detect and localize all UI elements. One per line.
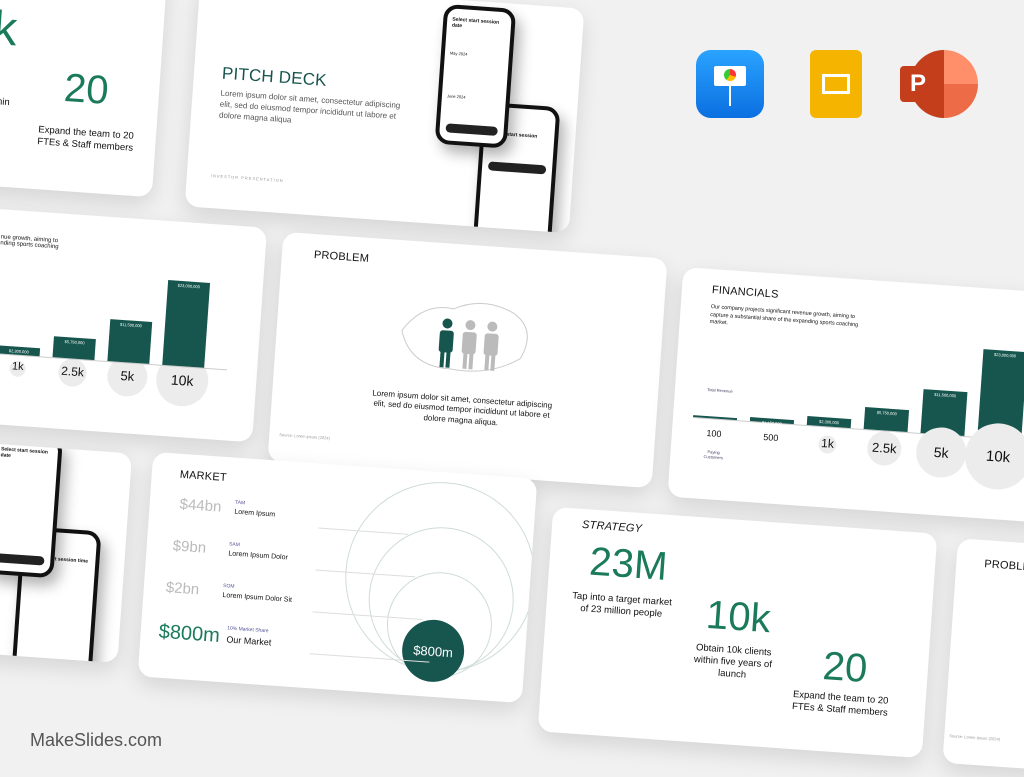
problem-title: PROBLEM xyxy=(313,249,370,265)
keynote-icon xyxy=(696,50,764,118)
problem-title: PROBLEM xyxy=(983,558,1024,575)
stat-value: 23M xyxy=(588,539,669,589)
pitch-title: PITCH DECK xyxy=(221,63,328,90)
revenue-bar: $2,300,000 xyxy=(806,416,852,429)
chart-bar: $11,500,000 xyxy=(107,318,153,364)
time-slot xyxy=(487,161,547,175)
customers-label: Paying Customers xyxy=(703,449,724,461)
brand-label: MakeSlides.com xyxy=(30,730,163,750)
slide-financials[interactable]: FINANCIALS Our company projects signific… xyxy=(667,267,1024,523)
stat-value: 10k xyxy=(704,592,773,642)
pitch-body: Lorem ipsum dolor sit amet, consectetur … xyxy=(218,88,401,125)
slide-chart-partial[interactable]: nue growth, aiming to nding sports coach… xyxy=(0,202,268,443)
market-name: Lorem Ipsum xyxy=(234,508,276,519)
customer-label: 5k xyxy=(933,443,950,461)
market-tag: SOM xyxy=(222,583,235,590)
customer-label: 2.5k xyxy=(60,363,85,380)
customer-label: 100 xyxy=(706,428,722,440)
customer-label: 1k xyxy=(11,360,24,374)
stat-big: k xyxy=(0,1,19,57)
market-title: MARKET xyxy=(179,468,228,485)
person-icon xyxy=(461,320,477,370)
market-value: $44bn xyxy=(179,495,222,516)
customer-label: 10k xyxy=(170,371,195,390)
phone-calendar: Select start session date May 2024 June … xyxy=(434,3,517,149)
chart-bar: $2,300,000 xyxy=(0,344,41,357)
market-value: $800m xyxy=(158,620,221,647)
stat-text: Expand the team to 20 FTEs & Staff membe… xyxy=(791,689,889,719)
revenue-bar: $1,150,000 xyxy=(749,416,795,426)
phone-title: Select start session date xyxy=(451,16,500,30)
problem-body: Lorem ipsum dolor sit amet, consectetur … xyxy=(372,388,553,428)
market-value: $9bn xyxy=(172,537,207,557)
person-icon xyxy=(438,318,454,368)
revenue-bar: $230,000 xyxy=(693,415,738,424)
slide-strategy[interactable]: STRATEGY 23M Tap into a target market of… xyxy=(537,506,938,759)
phone-title: Select start session date xyxy=(0,446,49,459)
market-name: Our Market xyxy=(226,634,272,648)
customer-label: 500 xyxy=(762,432,779,444)
google-slides-icon xyxy=(810,50,862,118)
map-people-illustration xyxy=(401,302,528,372)
stat-text: Obtain 10k clients within five years of … xyxy=(693,642,773,681)
problem-source: Source: Lorem Ipsum (2024) xyxy=(949,733,1001,742)
slide-problem-partial[interactable]: PROBLEM Source: Lorem Ipsum (2024) xyxy=(942,538,1024,777)
chart-bar: $5,750,000 xyxy=(52,335,96,361)
month-label: June 2024 xyxy=(446,93,466,100)
chart-text: nue growth, aiming to nding sports coach… xyxy=(0,234,59,251)
problem-source: Source: Lorem ipsum (2024) xyxy=(279,432,331,441)
phone-calendar: Select start session date xyxy=(0,437,63,579)
customer-label: 2.5k xyxy=(871,439,898,457)
stat-text: Tap into a target market of 23 million p… xyxy=(571,590,673,620)
strategy-title: STRATEGY xyxy=(581,518,643,536)
slide-market[interactable]: MARKET $800m $44bn TAM Lorem Ipsum $9bn SAM L… xyxy=(137,451,538,704)
customer-label: 10k xyxy=(985,447,1011,467)
powerpoint-icon: P xyxy=(900,50,978,118)
person-icon xyxy=(483,321,499,371)
stat3-value: 20 xyxy=(62,65,111,113)
pitch-footer: INVESTOR PRESENTATION xyxy=(210,173,284,184)
next-button xyxy=(445,123,498,136)
month-label: May 2024 xyxy=(449,50,468,57)
market-tag: TAM xyxy=(234,499,246,507)
chart-area: $2,300,000 1k $5,750,000 2.5k $11,500,000 5k $… xyxy=(0,259,234,409)
customer-label: 5k xyxy=(120,367,135,384)
market-tag: SAM xyxy=(228,541,241,549)
stat-text: s within nch xyxy=(0,95,11,109)
financials-title: FINANCIALS xyxy=(711,284,779,301)
market-name: Lorem Ipsum Dolor xyxy=(228,550,289,562)
slide-problem[interactable]: PROBLEM Lorem ipsum dolor sit amet, cons… xyxy=(267,231,668,489)
market-name: Lorem Ipsum Dolor Sit xyxy=(222,592,293,604)
revenue-bar: $5,750,000 xyxy=(863,407,910,433)
next-button xyxy=(0,553,45,566)
slide-strategy-partial[interactable]: k s within nch 20 Expand the team to 20 … xyxy=(0,0,168,198)
market-value: $2bn xyxy=(165,579,200,599)
chart-bar: $23,000,000 xyxy=(162,280,211,368)
market-tag: 10% Market Share xyxy=(226,625,269,635)
slide-pitch-deck[interactable]: PITCH DECK Lorem ipsum dolor sit amet, c… xyxy=(184,0,585,234)
financials-chart: $230,000 100 $1,150,000 500 $2,300,000 1k $5,7… xyxy=(692,323,1024,492)
stat-value: 20 xyxy=(821,644,869,692)
customer-label: 1k xyxy=(820,436,835,451)
stat3-text: Expand the team to 20 FTEs & Staff membe… xyxy=(36,124,135,154)
slide-phones-partial[interactable]: Select start session date Select start s… xyxy=(0,437,133,663)
